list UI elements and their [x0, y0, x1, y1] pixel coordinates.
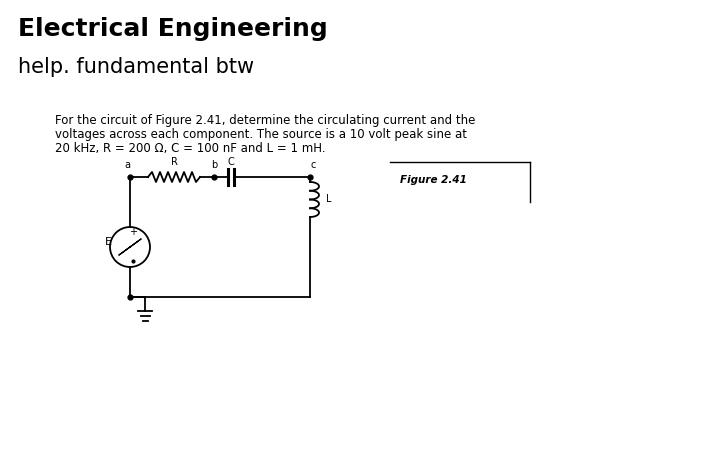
- Text: L: L: [326, 194, 331, 204]
- Text: help. fundamental btw: help. fundamental btw: [18, 57, 254, 77]
- Text: Electrical Engineering: Electrical Engineering: [18, 17, 328, 41]
- Text: E: E: [104, 237, 112, 247]
- Text: For the circuit of Figure 2.41, determine the circulating current and the: For the circuit of Figure 2.41, determin…: [55, 114, 475, 127]
- Text: b: b: [211, 160, 217, 170]
- Text: R: R: [171, 157, 177, 167]
- Text: Figure 2.41: Figure 2.41: [400, 175, 467, 185]
- Text: a: a: [124, 160, 130, 170]
- Text: C: C: [228, 157, 235, 167]
- Text: 20 kHz, R = 200 Ω, C = 100 nF and L = 1 mH.: 20 kHz, R = 200 Ω, C = 100 nF and L = 1 …: [55, 142, 325, 155]
- Text: voltages across each component. The source is a 10 volt peak sine at: voltages across each component. The sour…: [55, 128, 467, 141]
- Text: c: c: [310, 160, 315, 170]
- Text: +: +: [129, 227, 137, 237]
